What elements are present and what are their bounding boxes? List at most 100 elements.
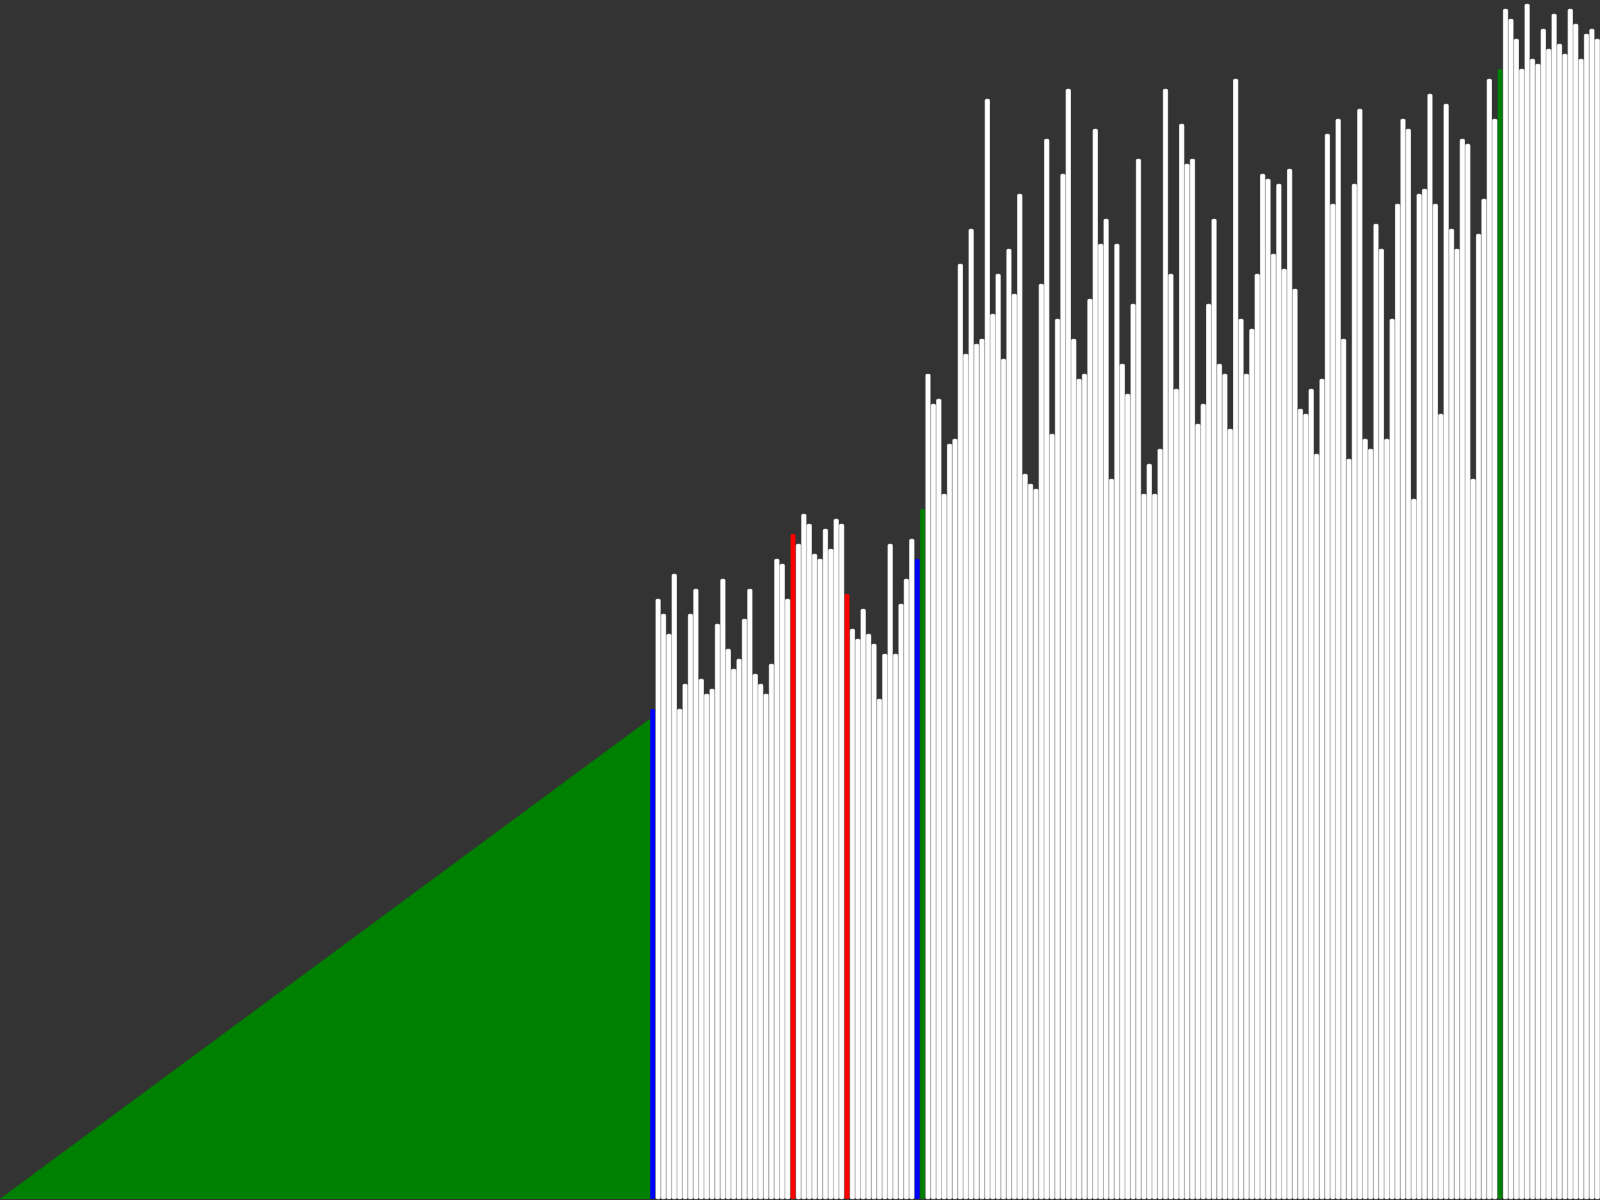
bar-unsorted (764, 694, 769, 1199)
bar-unsorted (823, 529, 828, 1199)
bar-unsorted (899, 604, 904, 1199)
bar-unsorted (1509, 19, 1514, 1199)
bar-unsorted (1363, 439, 1368, 1199)
bar-unsorted (872, 644, 877, 1199)
bar-unsorted (974, 344, 979, 1199)
bar-unsorted (1249, 329, 1254, 1199)
bar-unsorted (1401, 119, 1406, 1199)
bar-unsorted (1465, 144, 1470, 1199)
bar-unsorted (1239, 319, 1244, 1199)
bar-unsorted (1147, 464, 1152, 1199)
bar-unsorted (1455, 249, 1460, 1199)
bar-unsorted (726, 649, 731, 1199)
bar-unsorted (1336, 119, 1341, 1199)
bar-unsorted (656, 599, 661, 1199)
bar-unsorted (1573, 24, 1578, 1199)
bar-unsorted (936, 399, 941, 1199)
bar-unsorted (758, 684, 763, 1199)
bar-unsorted (1104, 219, 1109, 1199)
bar-unsorted (1309, 389, 1314, 1199)
bar-unsorted (1579, 59, 1584, 1199)
bar-unsorted (1525, 4, 1530, 1199)
bar-unsorted (980, 339, 985, 1199)
bar-unsorted (672, 574, 677, 1199)
bar-unsorted (1012, 294, 1017, 1199)
bar-unsorted (1141, 494, 1146, 1199)
bar-unsorted (958, 264, 963, 1199)
bar-unsorted (693, 589, 698, 1199)
bar-unsorted (953, 439, 958, 1199)
bar-unsorted (942, 494, 947, 1199)
bar-unsorted (1212, 219, 1217, 1199)
bar-unsorted (909, 539, 914, 1199)
bar-unsorted (1201, 404, 1206, 1199)
bar-unsorted (1195, 424, 1200, 1199)
bar-unsorted (1055, 319, 1060, 1199)
bar-unsorted (1120, 364, 1125, 1199)
bar-unsorted (1368, 449, 1373, 1199)
bar-unsorted (1433, 204, 1438, 1199)
bar-unsorted (1395, 204, 1400, 1199)
bar-unsorted (931, 404, 936, 1199)
bar-unsorted (1546, 49, 1551, 1199)
bar-unsorted (1185, 164, 1190, 1199)
bar-unsorted (1244, 374, 1249, 1199)
bar-unsorted (1482, 199, 1487, 1199)
bar-unsorted (710, 689, 715, 1199)
bar-unsorted (1476, 234, 1481, 1199)
bar-unsorted (780, 564, 785, 1199)
bar-sorted (920, 509, 925, 1199)
bar-unsorted (1233, 79, 1238, 1199)
bar-unsorted (1109, 479, 1114, 1199)
bar-unsorted (1417, 194, 1422, 1199)
bar-unsorted (1541, 29, 1546, 1199)
bar-unsorted (1276, 184, 1281, 1199)
bar-pivot (915, 559, 920, 1199)
bar-unsorted (1028, 484, 1033, 1199)
bar-unsorted (1168, 274, 1173, 1199)
bar-unsorted (1320, 379, 1325, 1199)
bar-unsorted (818, 559, 823, 1199)
bar-unsorted (947, 444, 952, 1199)
bar-unsorted (753, 674, 758, 1199)
bar-unsorted (828, 549, 833, 1199)
bar-unsorted (888, 544, 893, 1199)
bar-unsorted (1190, 159, 1195, 1199)
bar-unsorted (963, 354, 968, 1199)
bar-unsorted (1050, 434, 1055, 1199)
bar-unsorted (969, 229, 974, 1199)
bar-pivot (650, 709, 655, 1199)
bar-unsorted (1136, 159, 1141, 1199)
bar-unsorted (1444, 104, 1449, 1199)
bar-sorted (649, 719, 651, 1199)
bar-unsorted (1066, 89, 1071, 1199)
bar-unsorted (1023, 474, 1028, 1199)
bar-unsorted (1352, 184, 1357, 1199)
bar-unsorted (1487, 79, 1492, 1199)
bar-unsorted (834, 519, 839, 1199)
bar-unsorted (1071, 339, 1076, 1199)
bar-unsorted (666, 634, 671, 1199)
bar-unsorted (1163, 89, 1168, 1199)
bar-unsorted (769, 664, 774, 1199)
bar-unsorted (904, 579, 909, 1199)
bar-unsorted (1422, 189, 1427, 1199)
bar-unsorted (677, 709, 682, 1199)
bar-unsorted (683, 684, 688, 1199)
bar-unsorted (688, 614, 693, 1199)
bar-unsorted (1519, 69, 1524, 1199)
bar-unsorted (704, 694, 709, 1199)
bar-unsorted (1471, 479, 1476, 1199)
bar-unsorted (1077, 379, 1082, 1199)
bar-unsorted (1298, 409, 1303, 1199)
bar-unsorted (1303, 414, 1308, 1199)
bar-unsorted (1568, 9, 1573, 1199)
bar-unsorted (1255, 274, 1260, 1199)
bar-unsorted (801, 514, 806, 1199)
bar-unsorted (850, 629, 855, 1199)
bar-unsorted (1125, 394, 1130, 1199)
bar-unsorted (731, 669, 736, 1199)
bar-unsorted (1179, 124, 1184, 1199)
